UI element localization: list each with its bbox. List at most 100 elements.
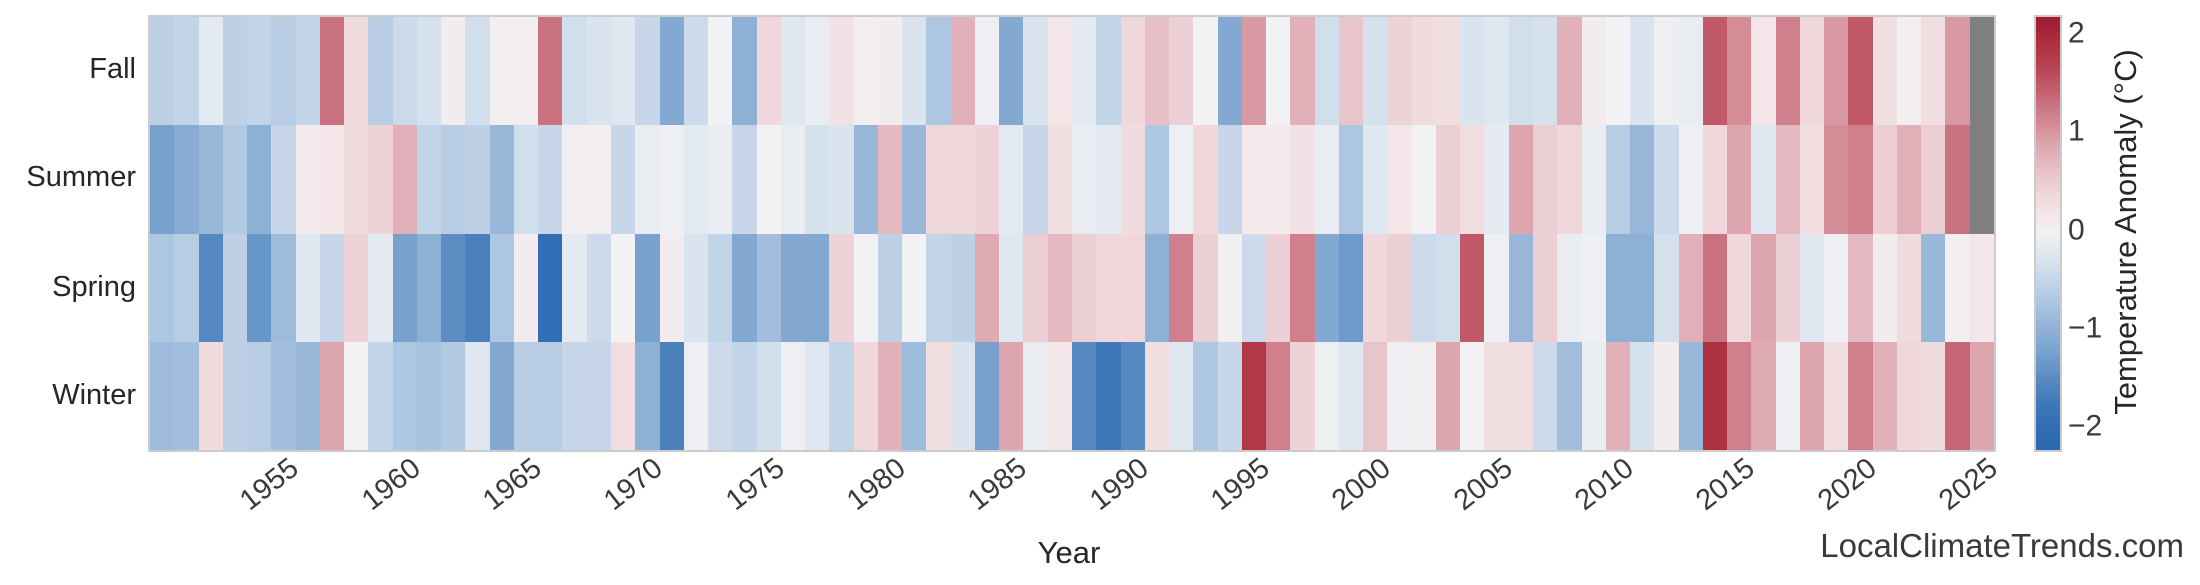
heatmap-cell <box>1824 341 1849 450</box>
heatmap-cell <box>489 341 514 450</box>
heatmap-cell <box>999 341 1024 450</box>
heatmap-cell <box>1654 125 1679 234</box>
heatmap-cell <box>926 17 951 126</box>
heatmap-cell <box>1047 17 1072 126</box>
heatmap-cell <box>222 125 248 234</box>
heatmap-cell <box>1533 125 1558 234</box>
heatmap-cell <box>513 125 539 234</box>
heatmap-cell <box>635 125 660 234</box>
heatmap-cell <box>1702 233 1728 342</box>
heatmap-cell <box>1266 341 1291 450</box>
heatmap-cell <box>1314 17 1339 126</box>
heatmap-cell <box>853 341 878 450</box>
heatmap-cell <box>1751 125 1776 234</box>
heatmap-cell <box>586 233 611 342</box>
heatmap-cell <box>1945 341 1970 450</box>
heatmap-cell <box>489 125 514 234</box>
heatmap-cell <box>732 233 757 342</box>
heatmap-cell <box>392 341 417 450</box>
heatmap-cell <box>1338 341 1364 450</box>
heatmap-cell <box>1047 233 1072 342</box>
heatmap-cell <box>902 341 927 450</box>
heatmap-cell <box>344 341 369 450</box>
heatmap-cell <box>853 233 878 342</box>
heatmap-cell <box>1872 233 1897 342</box>
heatmap-cell <box>538 125 563 234</box>
heatmap-cell <box>513 341 539 450</box>
heatmap-cell <box>150 233 175 342</box>
heatmap-cell <box>416 17 442 126</box>
xtick-2020: 2020 <box>1811 451 1883 517</box>
heatmap-cell <box>732 17 757 126</box>
heatmap-cell <box>683 17 709 126</box>
heatmap-cell <box>586 341 611 450</box>
heatmap-cell <box>805 17 830 126</box>
heatmap-cell <box>150 125 175 234</box>
heatmap-cell <box>926 125 951 234</box>
heatmap-cell <box>708 125 733 234</box>
heatmap-cell <box>1508 125 1533 234</box>
heatmap-cell <box>1581 233 1606 342</box>
heatmap-cell <box>295 233 320 342</box>
heatmap-cell <box>174 125 199 234</box>
heatmap-cell <box>1533 17 1558 126</box>
heatmap-cell <box>1072 125 1097 234</box>
heatmap-cell <box>974 233 1000 342</box>
heatmap-cell <box>465 233 490 342</box>
heatmap-cell <box>1605 17 1631 126</box>
xtick-2015: 2015 <box>1690 451 1761 517</box>
heatmap-cell <box>1096 341 1121 450</box>
heatmap-cell <box>1314 125 1339 234</box>
heatmap-cell <box>974 341 1000 450</box>
heatmap-cell <box>368 17 393 126</box>
heatmap-cell <box>1969 341 1994 450</box>
heatmap-cell <box>1896 341 1922 450</box>
heatmap-cell <box>392 125 417 234</box>
heatmap-cell <box>271 233 296 342</box>
heatmap-cell <box>344 125 369 234</box>
heatmap-cell <box>174 341 199 450</box>
heatmap-cell <box>368 233 393 342</box>
heatmap-cell <box>441 17 466 126</box>
heatmap-cell <box>1581 17 1606 126</box>
heatmap-cell <box>271 125 296 234</box>
heatmap-cell <box>222 233 248 342</box>
colorbar-tick-2: 2 <box>2068 16 2085 50</box>
heatmap-cell <box>538 341 563 450</box>
heatmap-cell <box>416 233 442 342</box>
heatmap-cell <box>1120 233 1145 342</box>
heatmap-cell <box>1945 17 1970 126</box>
xtick-1980: 1980 <box>841 451 912 517</box>
heatmap-cell <box>441 125 466 234</box>
heatmap-cell <box>1363 125 1388 234</box>
heatmap-cell <box>1484 17 1509 126</box>
heatmap-cell <box>1266 233 1291 342</box>
heatmap-cell <box>1702 341 1728 450</box>
heatmap-cell <box>1630 341 1655 450</box>
heatmap-grid[interactable] <box>148 15 1996 452</box>
ytick-fall: Fall <box>89 53 136 85</box>
xtick-1970: 1970 <box>598 451 670 517</box>
heatmap-cell <box>295 125 320 234</box>
heatmap-cell <box>1533 341 1558 450</box>
heatmap-cell <box>1654 17 1679 126</box>
heatmap-cell <box>756 125 781 234</box>
heatmap-cell <box>1727 125 1752 234</box>
heatmap-cell <box>1630 17 1655 126</box>
heatmap-cell <box>1144 125 1170 234</box>
heatmap-cell <box>198 341 223 450</box>
heatmap-cell <box>659 125 684 234</box>
heatmap-cell <box>974 17 1000 126</box>
heatmap-cell <box>465 125 490 234</box>
heatmap-cell <box>1824 233 1849 342</box>
heatmap-cell <box>586 125 611 234</box>
heatmap-cell <box>1023 233 1048 342</box>
heatmap-cell <box>999 17 1024 126</box>
heatmap-cell <box>1799 17 1825 126</box>
heatmap-cell <box>1824 125 1849 234</box>
heatmap-cell <box>1435 125 1461 234</box>
heatmap-cell <box>1581 341 1606 450</box>
heatmap-cell <box>1872 341 1897 450</box>
heatmap-cell <box>1460 233 1485 342</box>
xtick-1960: 1960 <box>355 451 427 517</box>
